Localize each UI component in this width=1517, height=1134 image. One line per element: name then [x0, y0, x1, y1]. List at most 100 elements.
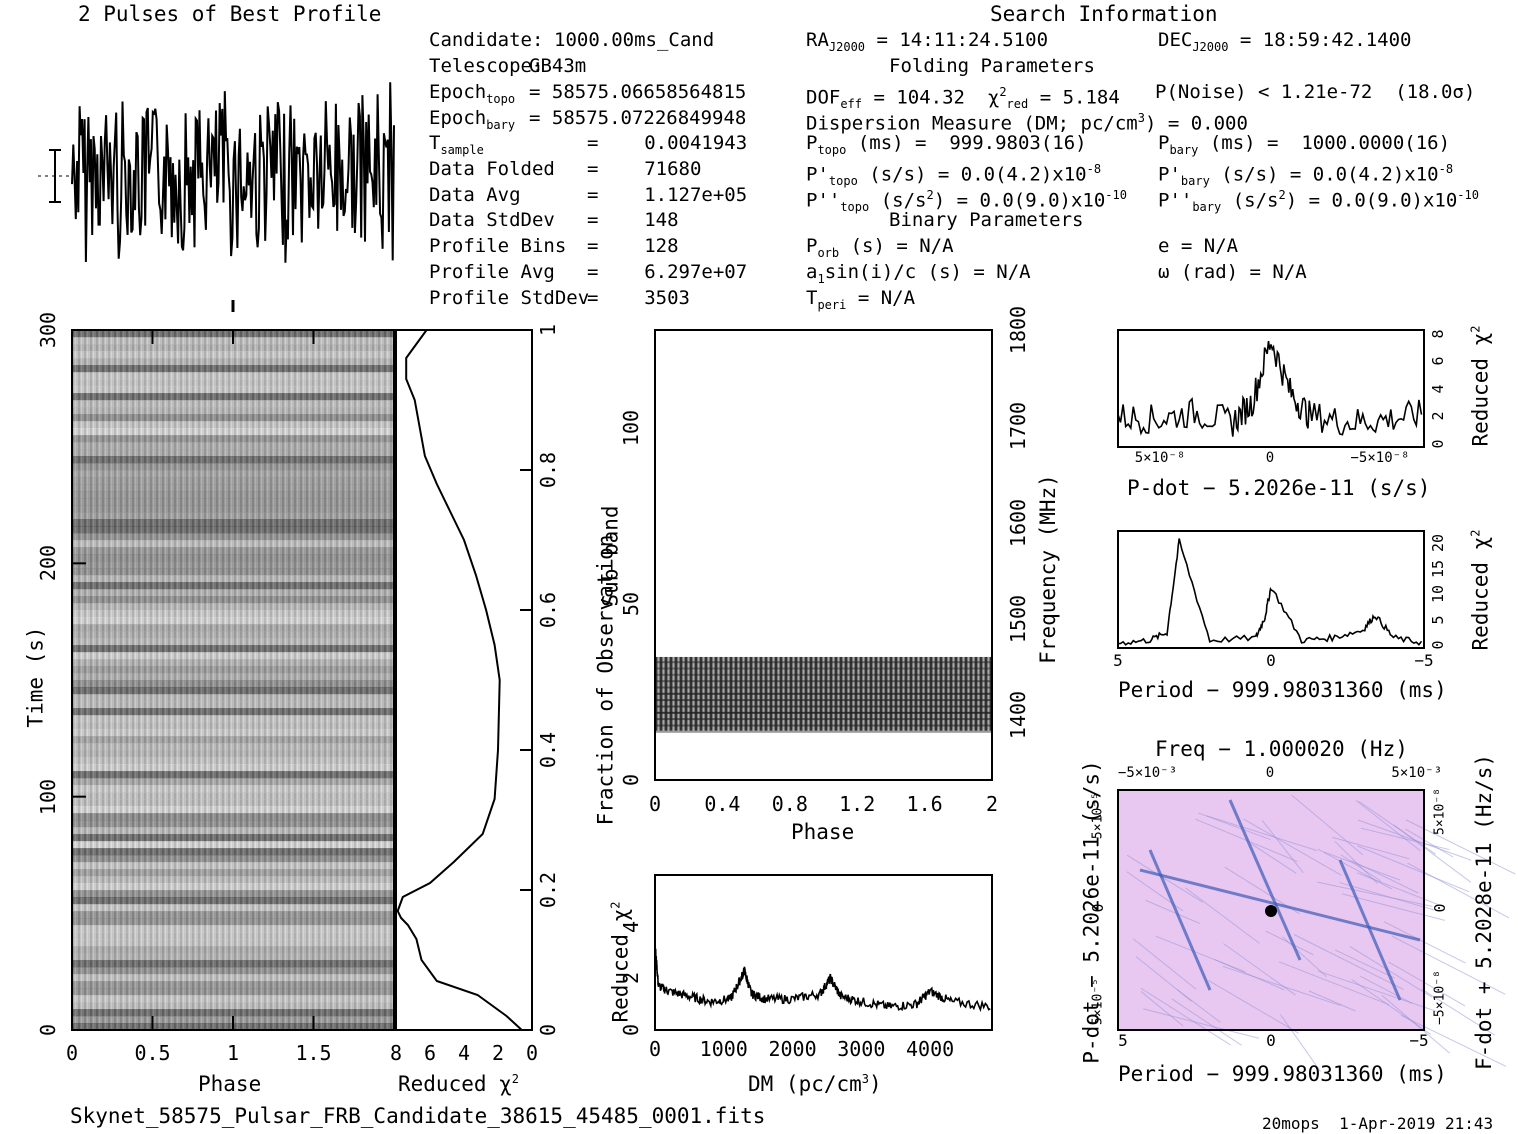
chi-tick: 6: [423, 1041, 437, 1065]
ppdot-stripe: [1222, 965, 1341, 1007]
time-row: [72, 799, 394, 807]
info-left-row: Data Avg = 1.127e+05: [429, 184, 748, 206]
pdbary-row: P'bary (s/s) = 0.0(4.2)x10-8: [1158, 162, 1454, 189]
fraction-tick: 0.4: [536, 731, 560, 769]
freq-top-tick: 5×10⁻³: [1391, 765, 1442, 781]
time-tick: 0: [36, 1023, 60, 1037]
time-row: [72, 456, 394, 464]
info-left-row: Data StdDev = 148: [429, 209, 679, 231]
time-row: [72, 484, 394, 492]
time-row: [72, 540, 394, 548]
phase2-tick: 1.2: [839, 792, 876, 816]
phase2-tick: 1.6: [906, 792, 943, 816]
subband-row: [655, 705, 992, 708]
dec-row: DECJ2000 = 18:59:42.1400: [1158, 29, 1412, 54]
ppdot-ridge: [1228, 799, 1302, 961]
time-row: [72, 995, 394, 1003]
ppdot-stripe: [1388, 961, 1466, 1007]
ppdot-stripe: [1360, 975, 1413, 1004]
ppdot-stripe: [1143, 1008, 1260, 1039]
ppdot-period-axis-label: Period − 999.98031360 (ms): [1118, 1062, 1447, 1086]
time-row: [72, 582, 394, 590]
fdot-right-tick: 5×10⁻⁸: [1432, 788, 1448, 835]
time-row: [72, 946, 394, 954]
pdot-x-tick: 5×10⁻⁸: [1134, 450, 1186, 466]
ppdot-stripe: [1308, 990, 1356, 1012]
chi-fraction-plot: [395, 329, 533, 1031]
time-row: [72, 764, 394, 772]
time-row: [72, 785, 394, 793]
ppdot-stripe: [1280, 1014, 1321, 1072]
ppdot-period-tick: −5: [1409, 1031, 1429, 1050]
time-row: [72, 876, 394, 884]
period-pdot-plot: [1117, 789, 1516, 1072]
dm-line: [654, 945, 991, 1013]
ppdot-frame: [1117, 789, 1425, 1031]
frequency-axis-label: Frequency (MHz): [1035, 474, 1060, 664]
time-row: [72, 729, 394, 737]
ppdot-stripe: [1243, 818, 1342, 876]
subband-border: [654, 329, 993, 781]
time-row: [72, 638, 394, 646]
ppdot-stripe: [1405, 828, 1454, 858]
ppdot-stripe: [1140, 991, 1184, 1027]
time-row: [72, 631, 394, 639]
filename: Skynet_58575_Pulsar_FRB_Candidate_38615_…: [70, 1104, 766, 1128]
time-row: [72, 365, 394, 373]
pdot-chi-tick: 8: [1429, 329, 1447, 339]
ppdot-stripe: [1334, 840, 1378, 884]
subband-row: [655, 661, 992, 664]
ppdot-stripe: [1145, 899, 1201, 925]
freq-top-tick: −5×10⁻³: [1118, 765, 1178, 781]
ppdot-stripe: [1155, 935, 1246, 973]
ppdot-stripe: [1342, 893, 1445, 921]
time-row: [72, 386, 394, 394]
footer-timestamp: 20mops 1-Apr-2019 21:43: [1262, 1114, 1494, 1133]
time-row: [72, 512, 394, 520]
ppdot-stripe: [1206, 815, 1318, 852]
ppdot-stripe: [1349, 946, 1433, 998]
dm-tick: 2000: [768, 1037, 817, 1061]
pbary-row: Pbary (ms) = 1000.0000(16): [1158, 132, 1451, 157]
info-left-row: Telescope: GB43m: [429, 55, 587, 77]
time-row: [72, 603, 394, 611]
period-chi-tick: 20: [1429, 534, 1447, 553]
ppdot-stripe: [1265, 930, 1314, 956]
subband-tick: 50: [619, 592, 643, 617]
fraction-tick: 0.2: [536, 871, 560, 909]
ppdot-stripe: [1207, 979, 1299, 1034]
subband-row: [655, 730, 992, 733]
time-row: [72, 750, 394, 758]
subband-row: [655, 718, 992, 721]
dm-plot: [654, 874, 993, 1031]
time-row: [72, 645, 394, 653]
time-row: [72, 869, 394, 877]
time-row: [72, 491, 394, 499]
ppdot-ridge: [1338, 859, 1402, 1001]
time-row: [72, 498, 394, 506]
subband-row: [655, 680, 992, 683]
time-row: [72, 904, 394, 912]
info-left-row: Tsample = 0.0041943: [429, 132, 748, 157]
dm-row: Dispersion Measure (DM; pc/cm3) = 0.000: [806, 111, 1248, 135]
profile-title: 2 Pulses of Best Profile: [78, 2, 382, 26]
profile-plot: [38, 82, 395, 312]
dm-tick: 1000: [699, 1037, 748, 1061]
pdot-plot: [1117, 329, 1425, 448]
folding-params-title: Folding Parameters: [889, 55, 1095, 77]
ppdot-stripe: [1340, 854, 1382, 882]
time-row: [72, 960, 394, 968]
subband-row: [655, 699, 992, 702]
fraction-tick: 0.8: [536, 451, 560, 489]
ppdot-stripe: [1393, 824, 1472, 883]
time-row: [72, 708, 394, 716]
ppdot-stripe: [1132, 938, 1197, 990]
time-row: [72, 519, 394, 527]
ppdot-ridge: [1148, 849, 1212, 991]
time-row: [72, 939, 394, 947]
dm-axis-label: DM (pc/cm3): [748, 1072, 882, 1096]
time-row: [72, 400, 394, 408]
time-axis-label: Time (s): [23, 626, 48, 728]
ppdot-stripe: [1140, 987, 1231, 1046]
dm-tick: 0: [648, 1037, 662, 1061]
